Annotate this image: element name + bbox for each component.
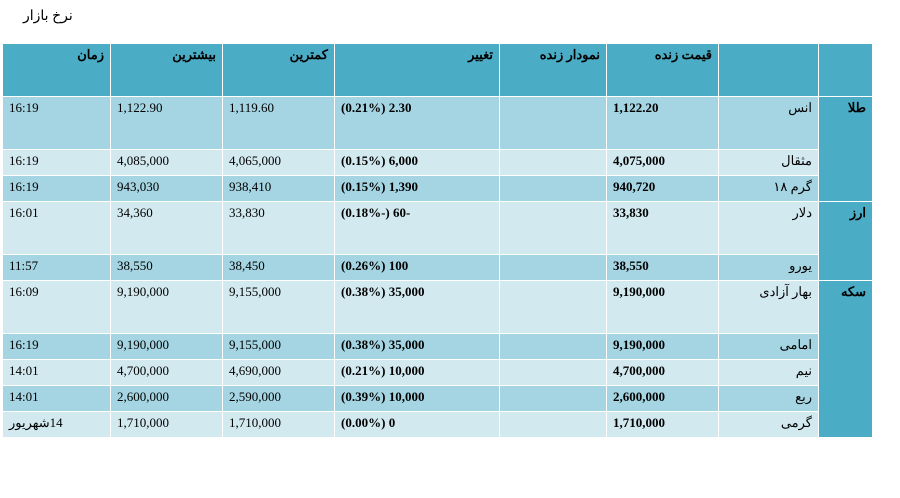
live-chart-cell xyxy=(499,175,607,202)
market-rates-table: قیمت زنده نمودار زنده تغییر کمترین بیشتر… xyxy=(2,43,873,438)
item-low: 938,410 xyxy=(222,175,335,202)
item-high: 9,190,000 xyxy=(110,280,223,334)
item-high: 34,360 xyxy=(110,201,223,255)
table-row: ارز دلار 33,830 -60 (-0.18%) 33,830 34,3… xyxy=(2,201,873,281)
item-name: بهار آزادی xyxy=(718,280,819,334)
live-chart-cell xyxy=(499,149,607,176)
item-high: 9,190,000 xyxy=(110,333,223,360)
item-price: 33,830 xyxy=(606,201,719,255)
item-change: 10,000 (0.21%) xyxy=(334,359,500,386)
item-high: 2,600,000 xyxy=(110,385,223,412)
item-price: 9,190,000 xyxy=(606,333,719,360)
item-name: گرم ۱۸ xyxy=(718,175,819,202)
item-low: 2,590,000 xyxy=(222,385,335,412)
item-price: 2,600,000 xyxy=(606,385,719,412)
item-name: نیم xyxy=(718,359,819,386)
table-row: گرمی 1,710,000 0 (0.00%) 1,710,000 1,710… xyxy=(2,411,873,438)
item-name: دلار xyxy=(718,201,819,255)
item-time: 16:01 xyxy=(2,201,111,255)
item-high: 1,710,000 xyxy=(110,411,223,438)
item-time: 16:09 xyxy=(2,280,111,334)
header-name xyxy=(718,43,819,97)
item-low: 1,119.60 xyxy=(222,96,335,150)
item-name: امامی xyxy=(718,333,819,360)
live-chart-cell xyxy=(499,254,607,281)
item-high: 1,122.90 xyxy=(110,96,223,150)
item-low: 38,450 xyxy=(222,254,335,281)
category-coin: سکه xyxy=(818,280,873,438)
item-change: 1,390 (0.15%) xyxy=(334,175,500,202)
header-row: قیمت زنده نمودار زنده تغییر کمترین بیشتر… xyxy=(2,43,873,97)
table-row: ربع 2,600,000 10,000 (0.39%) 2,590,000 2… xyxy=(2,385,873,412)
item-change: 10,000 (0.39%) xyxy=(334,385,500,412)
live-chart-cell xyxy=(499,96,607,150)
live-chart-cell xyxy=(499,359,607,386)
item-change: 2.30 (0.21%) xyxy=(334,96,500,150)
item-change: 6,000 (0.15%) xyxy=(334,149,500,176)
item-name: مثقال xyxy=(718,149,819,176)
item-low: 9,155,000 xyxy=(222,333,335,360)
table-row: سکه بهار آزادی 9,190,000 35,000 (0.38%) … xyxy=(2,280,873,438)
item-change: 35,000 (0.38%) xyxy=(334,333,500,360)
live-chart-cell xyxy=(499,385,607,412)
item-change: 35,000 (0.38%) xyxy=(334,280,500,334)
item-price: 1,122.20 xyxy=(606,96,719,150)
header-category xyxy=(818,43,873,97)
item-change: 0 (0.00%) xyxy=(334,411,500,438)
live-chart-cell xyxy=(499,411,607,438)
item-time: 11:57 xyxy=(2,254,111,281)
table-row: مثقال 4,075,000 6,000 (0.15%) 4,065,000 … xyxy=(2,149,873,176)
item-price: 38,550 xyxy=(606,254,719,281)
live-chart-cell xyxy=(499,333,607,360)
table-row: امامی 9,190,000 35,000 (0.38%) 9,155,000… xyxy=(2,333,873,360)
live-chart-cell xyxy=(499,201,607,255)
category-currency: ارز xyxy=(818,201,873,281)
item-time: 16:19 xyxy=(2,333,111,360)
item-time: 14شهریور xyxy=(2,411,111,438)
header-chart: نمودار زنده xyxy=(499,43,607,97)
item-price: 4,075,000 xyxy=(606,149,719,176)
item-low: 33,830 xyxy=(222,201,335,255)
item-change: -60 (-0.18%) xyxy=(334,201,500,255)
item-name: گرمی xyxy=(718,411,819,438)
header-high: بیشترین xyxy=(110,43,223,97)
item-price: 4,700,000 xyxy=(606,359,719,386)
item-high: 943,030 xyxy=(110,175,223,202)
live-chart-cell xyxy=(499,280,607,334)
item-name: یورو xyxy=(718,254,819,281)
item-low: 9,155,000 xyxy=(222,280,335,334)
item-high: 4,700,000 xyxy=(110,359,223,386)
item-name: ربع xyxy=(718,385,819,412)
header-change: تغییر xyxy=(334,43,500,97)
header-low: کمترین xyxy=(222,43,335,97)
item-low: 4,690,000 xyxy=(222,359,335,386)
item-time: 16:19 xyxy=(2,175,111,202)
page-title: نرخ بازار xyxy=(23,9,73,24)
table-row: یورو 38,550 100 (0.26%) 38,450 38,550 11… xyxy=(2,254,873,281)
item-change: 100 (0.26%) xyxy=(334,254,500,281)
header-price: قیمت زنده xyxy=(606,43,719,97)
item-price: 9,190,000 xyxy=(606,280,719,334)
item-time: 14:01 xyxy=(2,385,111,412)
table-row: نیم 4,700,000 10,000 (0.21%) 4,690,000 4… xyxy=(2,359,873,386)
item-price: 1,710,000 xyxy=(606,411,719,438)
item-time: 16:19 xyxy=(2,149,111,176)
category-gold: طلا xyxy=(818,96,873,202)
item-time: 16:19 xyxy=(2,96,111,150)
item-high: 4,085,000 xyxy=(110,149,223,176)
table-row: طلا انس 1,122.20 2.30 (0.21%) 1,119.60 1… xyxy=(2,96,873,202)
item-time: 14:01 xyxy=(2,359,111,386)
item-name: انس xyxy=(718,96,819,150)
header-time: زمان xyxy=(2,43,111,97)
item-price: 940,720 xyxy=(606,175,719,202)
item-low: 1,710,000 xyxy=(222,411,335,438)
table-row: گرم ۱۸ 940,720 1,390 (0.15%) 938,410 943… xyxy=(2,175,873,202)
item-low: 4,065,000 xyxy=(222,149,335,176)
item-high: 38,550 xyxy=(110,254,223,281)
